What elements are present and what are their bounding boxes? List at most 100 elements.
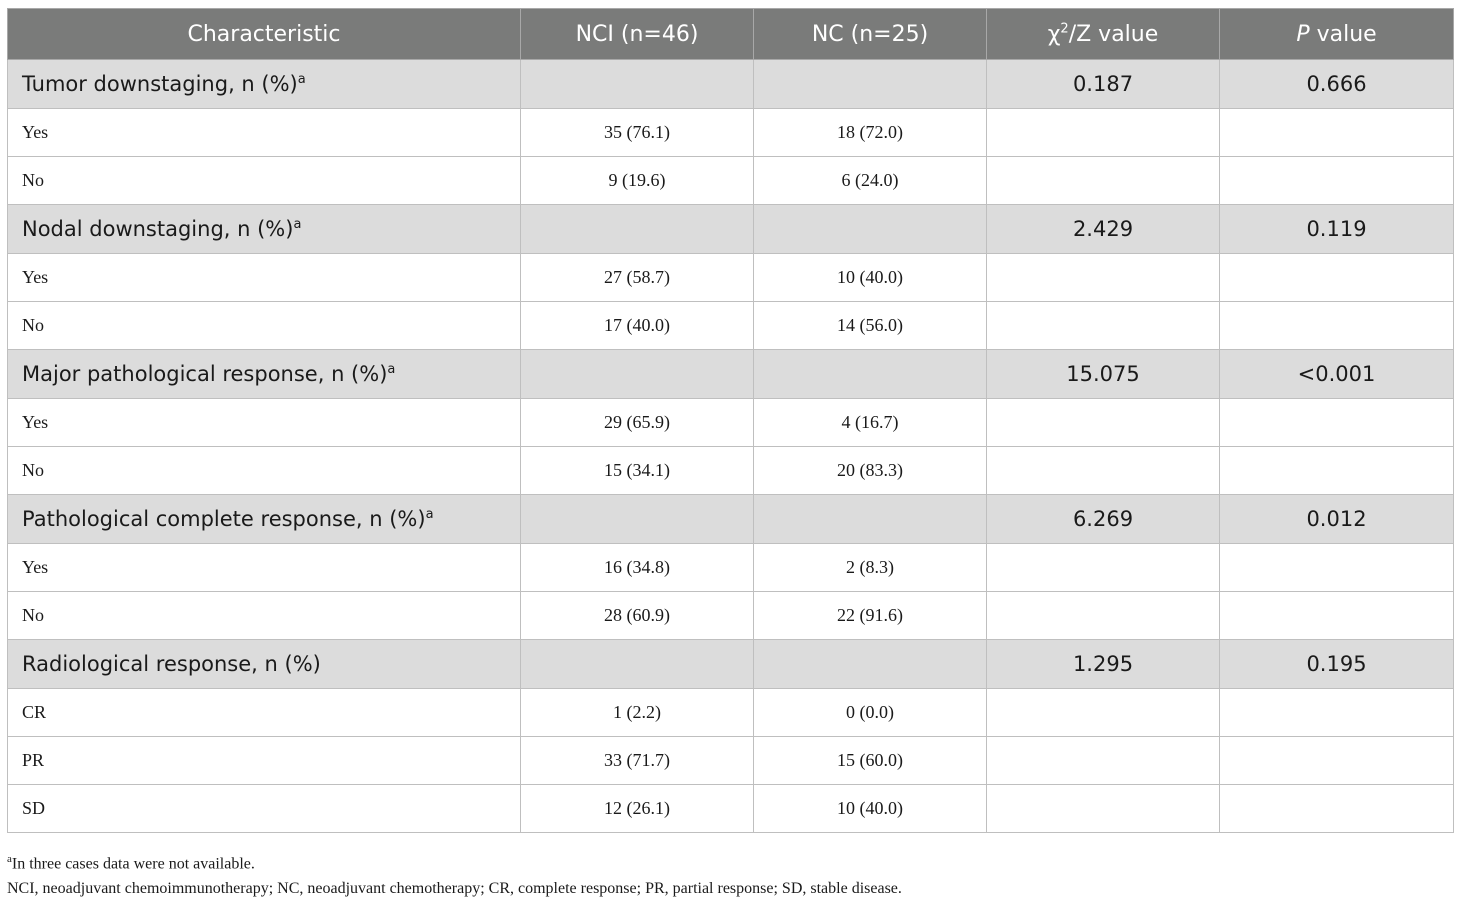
- group-nc-cell: [753, 204, 987, 254]
- group-p-value: 0.666: [1219, 59, 1454, 109]
- row-stat-empty: [986, 446, 1220, 495]
- row-label: Yes: [7, 253, 521, 302]
- row-p-empty: [1219, 736, 1454, 785]
- group-p-value: 0.012: [1219, 494, 1454, 544]
- footnote-marker: a: [297, 72, 306, 87]
- row-nci-value: 33 (71.7): [520, 736, 754, 785]
- row-stat-empty: [986, 398, 1220, 447]
- row-nci-value: 35 (76.1): [520, 108, 754, 157]
- row-p-empty: [1219, 784, 1454, 833]
- row-p-empty: [1219, 398, 1454, 447]
- row-label: Yes: [7, 398, 521, 447]
- footnote-abbreviations: NCI, neoadjuvant chemoimmunotherapy; NC,…: [7, 880, 902, 898]
- group-nc-cell: [753, 494, 987, 544]
- group-row: Pathological complete response, n (%)a 6.…: [7, 494, 1454, 544]
- table-row: PR 33 (71.7) 15 (60.0): [7, 736, 1454, 785]
- results-table-container: Characteristic NCI (n=46) NC (n=25) χ2/Z…: [7, 8, 1454, 833]
- row-nci-value: 1 (2.2): [520, 688, 754, 737]
- group-stat-value: 6.269: [986, 494, 1220, 544]
- group-row: Nodal downstaging, n (%)a 2.429 0.119: [7, 204, 1454, 254]
- group-p-value: <0.001: [1219, 349, 1454, 399]
- footnote-marker: a: [293, 217, 302, 232]
- row-label: No: [7, 156, 521, 205]
- group-label-text: Pathological complete response, n (%): [22, 507, 426, 531]
- row-nci-value: 12 (26.1): [520, 784, 754, 833]
- row-p-empty: [1219, 591, 1454, 640]
- row-stat-empty: [986, 591, 1220, 640]
- table-row: SD 12 (26.1) 10 (40.0): [7, 784, 1454, 833]
- chi-suffix: /Z value: [1068, 21, 1159, 47]
- row-p-empty: [1219, 543, 1454, 592]
- row-nc-value: 0 (0.0): [753, 688, 987, 737]
- group-p-value: 0.119: [1219, 204, 1454, 254]
- table-row: Yes 16 (34.8) 2 (8.3): [7, 543, 1454, 592]
- header-characteristic: Characteristic: [7, 8, 521, 60]
- row-stat-empty: [986, 736, 1220, 785]
- row-nc-value: 14 (56.0): [753, 301, 987, 350]
- results-table: Characteristic NCI (n=46) NC (n=25) χ2/Z…: [7, 8, 1454, 833]
- group-nc-cell: [753, 349, 987, 399]
- row-stat-empty: [986, 108, 1220, 157]
- row-p-empty: [1219, 446, 1454, 495]
- footnote-marker: a: [387, 362, 396, 377]
- row-stat-empty: [986, 156, 1220, 205]
- table-row: Yes 29 (65.9) 4 (16.7): [7, 398, 1454, 447]
- group-p-value: 0.195: [1219, 639, 1454, 689]
- row-label: PR: [7, 736, 521, 785]
- row-p-empty: [1219, 253, 1454, 302]
- header-chi-z-value: χ2/Z value: [986, 8, 1220, 60]
- row-nc-value: 6 (24.0): [753, 156, 987, 205]
- row-label: No: [7, 591, 521, 640]
- footnote-marker: a: [425, 507, 434, 522]
- header-p-value: P value: [1219, 8, 1454, 60]
- chi-superscript: 2: [1060, 21, 1069, 37]
- header-nc: NC (n=25): [753, 8, 987, 60]
- group-label-text: Major pathological response, n (%): [22, 362, 388, 386]
- group-label: Tumor downstaging, n (%)a: [7, 59, 521, 109]
- p-letter: P: [1296, 21, 1310, 47]
- group-label-text: Nodal downstaging, n (%): [22, 217, 294, 241]
- group-nci-cell: [520, 204, 754, 254]
- group-stat-value: 15.075: [986, 349, 1220, 399]
- table-row: No 15 (34.1) 20 (83.3): [7, 446, 1454, 495]
- row-label: No: [7, 446, 521, 495]
- row-nci-value: 16 (34.8): [520, 543, 754, 592]
- row-nci-value: 27 (58.7): [520, 253, 754, 302]
- row-nc-value: 10 (40.0): [753, 784, 987, 833]
- row-stat-empty: [986, 301, 1220, 350]
- table-body: Tumor downstaging, n (%)a 0.187 0.666 Yes 35…: [7, 59, 1454, 833]
- group-stat-value: 1.295: [986, 639, 1220, 689]
- footnote-a-mark: a: [7, 853, 12, 865]
- table-row: Yes 27 (58.7) 10 (40.0): [7, 253, 1454, 302]
- table-row: Yes 35 (76.1) 18 (72.0): [7, 108, 1454, 157]
- group-label: Pathological complete response, n (%)a: [7, 494, 521, 544]
- row-stat-empty: [986, 784, 1220, 833]
- table-row: No 9 (19.6) 6 (24.0): [7, 156, 1454, 205]
- row-label: CR: [7, 688, 521, 737]
- row-nci-value: 29 (65.9): [520, 398, 754, 447]
- group-label-text: Radiological response, n (%): [22, 652, 321, 676]
- group-label-text: Tumor downstaging, n (%): [22, 72, 298, 96]
- group-stat-value: 2.429: [986, 204, 1220, 254]
- header-nci: NCI (n=46): [520, 8, 754, 60]
- footnote-a-text: In three cases data were not available.: [11, 855, 255, 873]
- footnote-a: aIn three cases data were not available.: [7, 847, 1453, 876]
- row-nci-value: 15 (34.1): [520, 446, 754, 495]
- group-label: Radiological response, n (%): [7, 639, 521, 689]
- group-row: Tumor downstaging, n (%)a 0.187 0.666: [7, 59, 1454, 109]
- table-row: No 17 (40.0) 14 (56.0): [7, 301, 1454, 350]
- p-suffix: value: [1309, 21, 1377, 47]
- group-nci-cell: [520, 494, 754, 544]
- row-nc-value: 22 (91.6): [753, 591, 987, 640]
- group-row: Radiological response, n (%) 1.295 0.195: [7, 639, 1454, 689]
- group-nci-cell: [520, 59, 754, 109]
- row-nc-value: 2 (8.3): [753, 543, 987, 592]
- row-nc-value: 15 (60.0): [753, 736, 987, 785]
- group-label: Nodal downstaging, n (%)a: [7, 204, 521, 254]
- table-header: Characteristic NCI (n=46) NC (n=25) χ2/Z…: [7, 8, 1454, 60]
- table-row: CR 1 (2.2) 0 (0.0): [7, 688, 1454, 737]
- row-nci-value: 9 (19.6): [520, 156, 754, 205]
- row-stat-empty: [986, 253, 1220, 302]
- row-nc-value: 10 (40.0): [753, 253, 987, 302]
- row-nc-value: 18 (72.0): [753, 108, 987, 157]
